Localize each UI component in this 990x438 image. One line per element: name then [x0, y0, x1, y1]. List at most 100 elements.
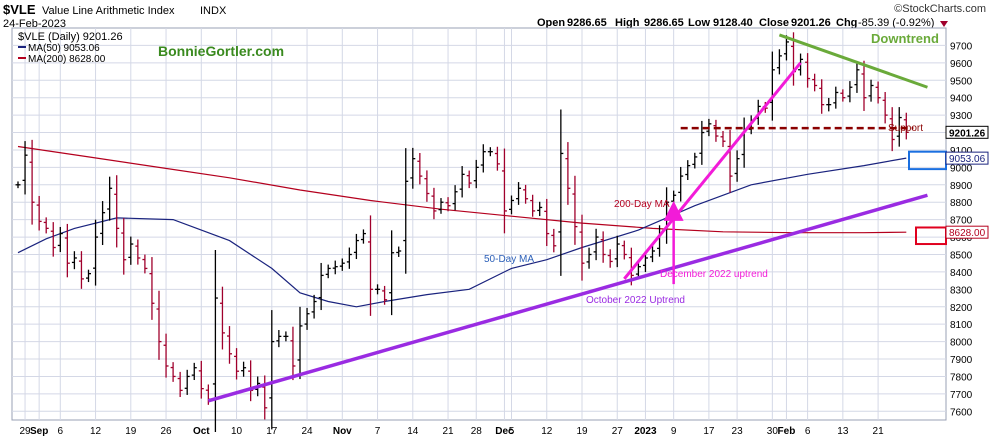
x-tick-label: 17: [266, 426, 278, 437]
y-tick-label: 9000: [950, 163, 973, 174]
ohlc-bar: [558, 109, 564, 276]
y-tick-label: 9500: [950, 76, 973, 87]
ohlc-bar: [868, 79, 874, 102]
x-tick-label: 7: [375, 426, 381, 437]
ohlc-bar: [100, 201, 106, 246]
ohlc-bar: [720, 131, 726, 148]
ohlc-bar: [191, 362, 197, 381]
y-tick-label: 8700: [950, 216, 973, 227]
ohlc-bar: [290, 326, 296, 381]
ohlc-bar: [93, 219, 99, 286]
x-tick-label: 19: [576, 426, 588, 437]
support-annotation: Support: [888, 123, 923, 134]
ohlc-bar: [403, 148, 409, 274]
downtrend-annotation: Downtrend: [871, 31, 939, 46]
ohlc-bar: [530, 194, 536, 217]
x-tick-label: 21: [442, 426, 454, 437]
index-name: Value Line Arithmetic Index: [42, 5, 175, 17]
ohlc-bar: [487, 147, 493, 157]
x-tick-label: Feb: [778, 426, 796, 437]
december-uptrend-line: [623, 61, 802, 280]
ohlc-bar: [805, 53, 811, 88]
ohlc-bar: [537, 201, 543, 217]
ohlc-bar: [593, 228, 599, 261]
y-tick-label: 7700: [950, 390, 973, 401]
ohlc-bar: [650, 245, 655, 263]
ohlc-bar: [572, 175, 578, 245]
october-uptrend-line: [207, 193, 928, 403]
ohlc-bar: [501, 148, 507, 234]
ma50-highlight-box: [908, 150, 947, 171]
ohlc-bar: [86, 269, 91, 283]
y-tick-label: 9300: [950, 111, 973, 122]
ohlc-bar: [339, 258, 345, 271]
ohlc-bar: [269, 310, 275, 430]
ohlc-bar: [318, 262, 324, 311]
x-tick-label: Sep: [30, 426, 48, 437]
close-price-tag: 9201.26: [945, 125, 989, 139]
ohlc-bar: [424, 170, 430, 202]
ohlc-bar: [163, 333, 169, 378]
chg-label: Chg: [836, 17, 857, 29]
close-label: Close: [759, 17, 789, 29]
ohlc-bar: [671, 190, 677, 206]
y-tick-label: 7600: [950, 407, 973, 418]
open-value: 9286.65: [567, 17, 607, 29]
ohlc-bar: [304, 307, 310, 330]
high-value: 9286.65: [644, 17, 684, 29]
ohlc-bar: [509, 195, 514, 215]
ohlc-bar: [727, 129, 733, 193]
ohlc-bar: [382, 285, 388, 305]
ohlc-bar: [149, 257, 155, 320]
ohlc-bar: [360, 229, 366, 244]
low-value: 9128.40: [713, 17, 753, 29]
ohlc-bar: [466, 170, 472, 189]
ohlc-bar: [657, 225, 663, 257]
svg-text:8628.00: 8628.00: [949, 228, 986, 239]
plot-frame: [11, 27, 947, 421]
x-tick-label: 2023: [634, 426, 657, 437]
ohlc-bar: [375, 284, 381, 295]
y-tick-label: 8300: [950, 285, 973, 296]
ohlc-bar: [177, 371, 183, 398]
x-tick-label: Nov: [333, 426, 352, 437]
ohlc-bar: [882, 92, 888, 124]
ohlc-bar: [579, 214, 585, 281]
ma200-highlight-box: [915, 226, 947, 246]
ohlc-bar: [114, 175, 120, 248]
ma200-annotation: 200-Day MA: [614, 199, 670, 210]
ohlc-bar: [819, 79, 825, 114]
ohlc-bar: [297, 306, 303, 380]
x-tick-label: 14: [407, 426, 419, 437]
ohlc-bar: [565, 142, 571, 205]
x-tick-label: 26: [160, 426, 172, 437]
ma50-price-tag: 9053.06: [945, 151, 989, 165]
ohlc-bar: [184, 369, 190, 395]
x-tick-label: 17: [703, 426, 715, 437]
y-tick-label: 8800: [950, 198, 973, 209]
ohlc-bar: [417, 152, 423, 185]
y-tick-label: 8500: [950, 250, 973, 261]
ohlc-bar: [523, 184, 529, 204]
ohlc-bar: [840, 89, 846, 102]
watermark-text: BonnieGortler.com: [158, 43, 284, 59]
ohlc-bar: [283, 331, 289, 342]
ohlc-bar: [614, 235, 620, 268]
chart-date: 24-Feb-2023: [3, 18, 66, 30]
down-triangle-icon: [940, 21, 948, 27]
ohlc-bar: [198, 360, 204, 399]
x-tick-label: 27: [612, 426, 624, 437]
ohlc-bar: [43, 217, 49, 234]
ohlc-bar: [516, 182, 522, 205]
x-tick-label: Dec: [495, 426, 514, 437]
ma200-price-tag: 8628.00: [945, 225, 989, 239]
ohlc-bar: [325, 264, 331, 279]
ohlc-bar: [410, 147, 416, 189]
x-tick-label: 23: [732, 426, 744, 437]
ohlc-bar: [248, 360, 254, 402]
x-tick-label: 9: [671, 426, 677, 437]
low-label: Low: [688, 17, 710, 29]
brand-label: ©StockCharts.com: [894, 3, 986, 15]
ohlc-bar: [607, 249, 613, 268]
